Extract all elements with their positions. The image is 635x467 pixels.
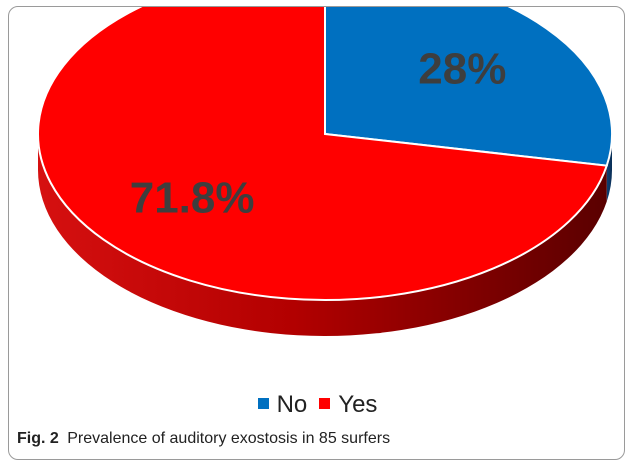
pie-chart: 28% 71.8% <box>37 7 613 337</box>
pie-side-yes <box>38 134 607 337</box>
pie-slice-no <box>324 7 613 167</box>
legend-label: Yes <box>338 391 378 418</box>
caption-text: Prevalence of auditory exostosis in 85 s… <box>67 430 391 447</box>
caption-label: Fig. 2 <box>17 430 59 447</box>
legend: No Yes <box>9 391 624 419</box>
legend-item-yes: Yes <box>319 391 377 419</box>
legend-swatch <box>257 398 269 409</box>
data-label-no: 28% <box>418 45 506 94</box>
legend-swatch <box>319 398 331 409</box>
pie-slice-yes <box>37 7 609 301</box>
figure-caption: Fig. 2 Prevalence of auditory exostosis … <box>17 430 390 448</box>
data-label-yes: 71.8% <box>130 173 255 222</box>
figure-frame: 28% 71.8% No Yes Fig. 2 Prevalence of audi… <box>8 6 625 460</box>
legend-item-no: No <box>257 391 308 419</box>
legend-label: No <box>276 391 308 418</box>
